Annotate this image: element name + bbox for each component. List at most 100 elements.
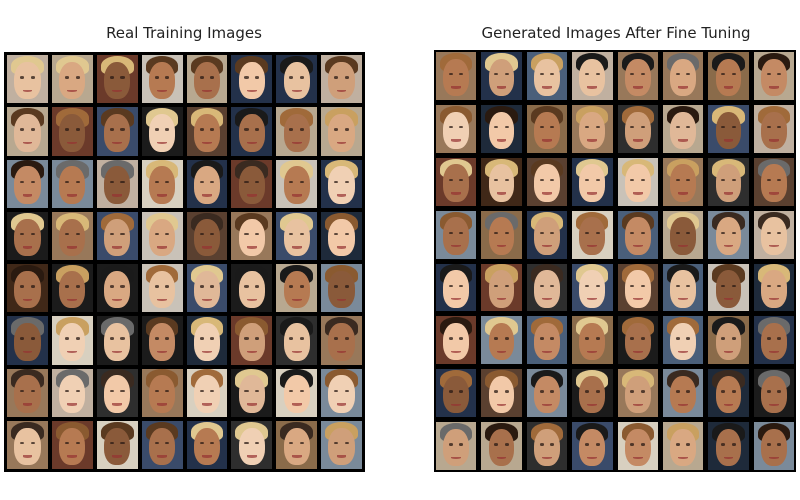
generated-face-thumbnail [708,369,749,418]
generated-face-thumbnail [572,263,613,312]
real-face-thumbnail [186,368,228,417]
generated-face-thumbnail [436,157,477,206]
generated-face-thumbnail [753,104,794,153]
generated-face-thumbnail [617,157,658,206]
generated-face-thumbnail [436,422,477,470]
real-face-thumbnail [276,368,318,417]
generated-face-thumbnail [526,52,568,100]
real-face-thumbnail [51,420,93,469]
real-face-thumbnail [231,420,273,469]
real-face-thumbnail [141,264,183,313]
generated-face-thumbnail [481,210,522,259]
generated-face-thumbnail [662,52,704,100]
real-face-thumbnail [96,368,138,417]
generated-face-thumbnail [708,422,749,470]
generated-face-thumbnail [572,104,613,153]
generated-face-thumbnail [662,210,704,259]
generated-face-thumbnail [526,104,568,153]
real-face-thumbnail [7,264,48,313]
real-face-thumbnail [321,264,362,313]
real-face-thumbnail [141,107,183,156]
real-face-thumbnail [186,264,228,313]
real-images-title: Real Training Images [106,24,262,42]
generated-images-grid [434,50,796,472]
generated-face-thumbnail [572,316,613,365]
generated-face-thumbnail [617,263,658,312]
real-face-thumbnail [231,107,273,156]
generated-face-thumbnail [481,157,522,206]
real-face-thumbnail [7,107,48,156]
generated-face-thumbnail [708,104,749,153]
real-face-thumbnail [186,159,228,208]
generated-face-thumbnail [753,369,794,418]
generated-face-thumbnail [436,210,477,259]
real-face-thumbnail [186,55,228,104]
real-face-thumbnail [186,420,228,469]
real-face-thumbnail [7,368,48,417]
generated-face-thumbnail [753,316,794,365]
generated-face-thumbnail [662,369,704,418]
generated-face-thumbnail [662,104,704,153]
real-face-thumbnail [141,159,183,208]
real-face-thumbnail [141,55,183,104]
generated-face-thumbnail [662,157,704,206]
generated-images-title: Generated Images After Fine Tuning [481,24,751,42]
real-face-thumbnail [96,316,138,365]
generated-face-thumbnail [481,369,522,418]
generated-face-thumbnail [617,316,658,365]
generated-face-thumbnail [708,316,749,365]
generated-face-thumbnail [753,157,794,206]
real-training-images-grid [4,52,365,472]
generated-face-thumbnail [526,157,568,206]
real-face-thumbnail [51,55,93,104]
real-face-thumbnail [96,211,138,260]
real-face-thumbnail [231,55,273,104]
generated-face-thumbnail [526,316,568,365]
real-face-thumbnail [321,420,362,469]
real-face-thumbnail [96,107,138,156]
real-face-thumbnail [7,420,48,469]
generated-face-thumbnail [481,52,522,100]
real-face-thumbnail [276,55,318,104]
generated-face-thumbnail [753,52,794,100]
real-face-thumbnail [7,211,48,260]
generated-face-thumbnail [526,210,568,259]
real-face-thumbnail [231,316,273,365]
real-face-thumbnail [186,211,228,260]
generated-face-thumbnail [617,104,658,153]
generated-face-thumbnail [572,369,613,418]
generated-face-thumbnail [753,263,794,312]
generated-face-thumbnail [436,104,477,153]
real-face-thumbnail [276,107,318,156]
generated-face-thumbnail [436,369,477,418]
real-face-thumbnail [141,420,183,469]
generated-face-thumbnail [572,210,613,259]
generated-face-thumbnail [572,157,613,206]
real-face-thumbnail [321,316,362,365]
generated-face-thumbnail [662,422,704,470]
generated-face-thumbnail [526,422,568,470]
generated-face-thumbnail [481,422,522,470]
real-face-thumbnail [51,368,93,417]
real-face-thumbnail [321,368,362,417]
real-face-thumbnail [51,316,93,365]
real-face-thumbnail [96,264,138,313]
real-face-thumbnail [51,211,93,260]
real-face-thumbnail [96,420,138,469]
generated-face-thumbnail [572,52,613,100]
generated-face-thumbnail [436,316,477,365]
real-face-thumbnail [276,420,318,469]
generated-face-thumbnail [708,52,749,100]
real-face-thumbnail [186,107,228,156]
real-face-thumbnail [276,159,318,208]
real-face-thumbnail [321,107,362,156]
generated-face-thumbnail [662,263,704,312]
generated-face-thumbnail [753,210,794,259]
generated-face-thumbnail [481,316,522,365]
generated-face-thumbnail [617,210,658,259]
generated-face-thumbnail [662,316,704,365]
generated-face-thumbnail [572,422,613,470]
generated-face-thumbnail [436,52,477,100]
generated-face-thumbnail [526,369,568,418]
real-face-thumbnail [321,55,362,104]
